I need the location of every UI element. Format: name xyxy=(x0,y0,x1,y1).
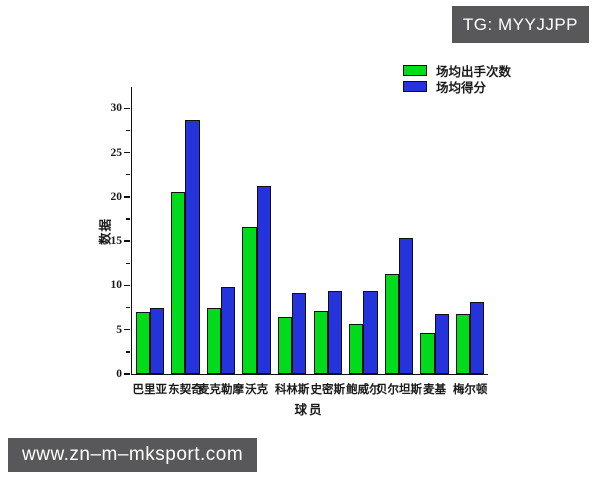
bar xyxy=(384,273,399,374)
bar xyxy=(313,311,328,374)
y-major-tick xyxy=(124,240,131,242)
x-tick-label: 麦基 xyxy=(423,384,447,396)
y-axis-title: 数据 xyxy=(98,218,113,246)
bar xyxy=(434,313,449,374)
legend-item-points: 场均得分 xyxy=(403,78,511,95)
bar xyxy=(277,317,293,374)
y-major-tick xyxy=(124,107,131,109)
y-tick-label: 15 xyxy=(110,235,123,248)
bar xyxy=(256,186,271,374)
y-minor-tick xyxy=(126,306,131,309)
y-major-tick xyxy=(124,151,131,154)
y-tick-label: 20 xyxy=(110,190,123,203)
x-tick-label: 史密斯 xyxy=(310,384,346,396)
telegram-watermark-badge: TG: MYYJJPP xyxy=(451,6,589,43)
y-minor-tick xyxy=(126,174,131,176)
bar xyxy=(349,323,364,374)
plot-area: 0 5 10 15 20 25 30 巴里亚 东契奇 麦克勒摩 沃克 科林斯 史密斯 鲍威尔 贝尔坦斯 麦基梅… xyxy=(111,87,488,396)
y-major-tick xyxy=(124,284,131,287)
bar xyxy=(327,290,343,374)
y-tick-label: 10 xyxy=(110,279,123,292)
legend-swatch-green xyxy=(403,64,427,76)
bar xyxy=(420,333,435,374)
x-tick-label: 东契奇 xyxy=(168,384,203,396)
bar xyxy=(221,287,236,374)
bar xyxy=(363,290,378,374)
bar xyxy=(242,226,257,374)
x-tick-label: 科林斯 xyxy=(274,384,310,396)
y-tick-label: 25 xyxy=(110,146,123,159)
x-tick-label: 沃克 xyxy=(245,384,269,396)
y-tick-label: 5 xyxy=(116,323,122,336)
telegram-watermark-text: TG: MYYJJPP xyxy=(462,14,578,34)
y-minor-tick xyxy=(126,218,131,220)
bar xyxy=(470,302,485,374)
legend-item-shots: 场均出手次数 xyxy=(403,62,512,79)
y-minor-tick xyxy=(126,262,131,264)
x-axis-title: 球员 xyxy=(294,403,324,417)
x-tick-label: 麦克勒摩 xyxy=(198,384,244,396)
y-major-tick xyxy=(124,196,131,198)
bar xyxy=(135,312,150,374)
website-watermark-text: www.zn–m–mksport.com xyxy=(22,444,244,465)
bar xyxy=(149,307,165,374)
bar xyxy=(171,191,186,374)
y-minor-tick xyxy=(126,129,131,132)
bar xyxy=(292,293,307,374)
y-major-tick xyxy=(124,329,131,331)
chart-legend: 场均出手次数 场均得分 xyxy=(403,62,512,95)
legend-label-points: 场均得分 xyxy=(436,80,487,95)
legend-swatch-blue xyxy=(403,80,427,92)
x-tick-label: 巴里亚 xyxy=(132,384,168,396)
x-tick-label: 鲍威尔 xyxy=(346,384,381,396)
bar xyxy=(399,237,414,374)
y-tick-label: 0 xyxy=(116,368,122,380)
x-tick-label: 贝尔坦斯 xyxy=(376,384,422,396)
y-minor-tick xyxy=(126,351,131,353)
x-tick-label: 梅尔顿 xyxy=(452,384,488,396)
bar xyxy=(185,119,200,374)
y-major-tick xyxy=(124,373,131,375)
legend-label-shots: 场均出手次数 xyxy=(436,64,512,79)
website-watermark-badge: www.zn–m–mksport.com xyxy=(8,438,258,472)
bar xyxy=(455,313,471,374)
bar xyxy=(206,307,221,374)
y-tick-label: 30 xyxy=(110,102,123,115)
